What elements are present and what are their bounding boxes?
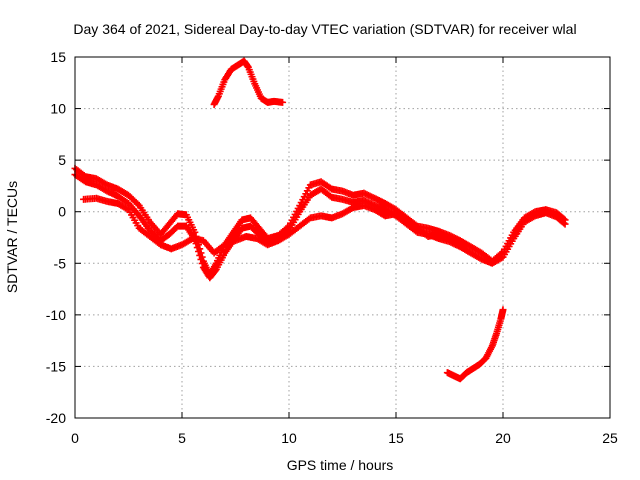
x-tick-label: 15 [388,430,404,446]
data-point [195,247,203,255]
y-tick-label: 0 [58,204,66,220]
data-point [279,98,287,106]
y-tick-label: 5 [58,152,66,168]
data-point [456,239,464,247]
x-tick-label: 25 [602,430,618,446]
data-point [499,306,507,314]
y-axis-label: SDTVAR / TECUs [4,181,20,293]
y-tick-label: 15 [50,49,66,65]
data-point [197,255,205,263]
data-points [71,57,569,383]
series-track-c [80,194,464,257]
series-arc-lower [443,306,507,383]
x-tick-label: 10 [281,430,297,446]
data-point [560,219,568,227]
x-tick-label: 20 [495,430,511,446]
x-tick-label: 5 [178,430,186,446]
data-point [134,200,142,208]
data-point [198,259,206,267]
y-tick-label: -10 [46,307,66,323]
series-track-a [71,164,569,280]
data-point [123,205,131,213]
y-tick-label: 10 [50,101,66,117]
y-tick-label: -5 [54,255,67,271]
axes [74,56,611,419]
tick-labels: 0 5 10 15 20 25 -20 -15 -10 -5 0 5 10 15 [46,49,618,446]
data-point [196,251,204,259]
plot-frame [74,56,611,419]
data-point [561,220,569,228]
data-point [211,267,219,275]
chart-title: Day 364 of 2021, Sidereal Day-to-day VTE… [73,21,576,37]
data-point [497,254,505,262]
y-tick-label: -20 [46,410,66,426]
y-tick-label: -15 [46,358,66,374]
x-axis-label: GPS time / hours [287,457,394,473]
x-tick-label: 0 [71,430,79,446]
data-point [193,244,201,252]
series-arc-upper [210,57,287,108]
